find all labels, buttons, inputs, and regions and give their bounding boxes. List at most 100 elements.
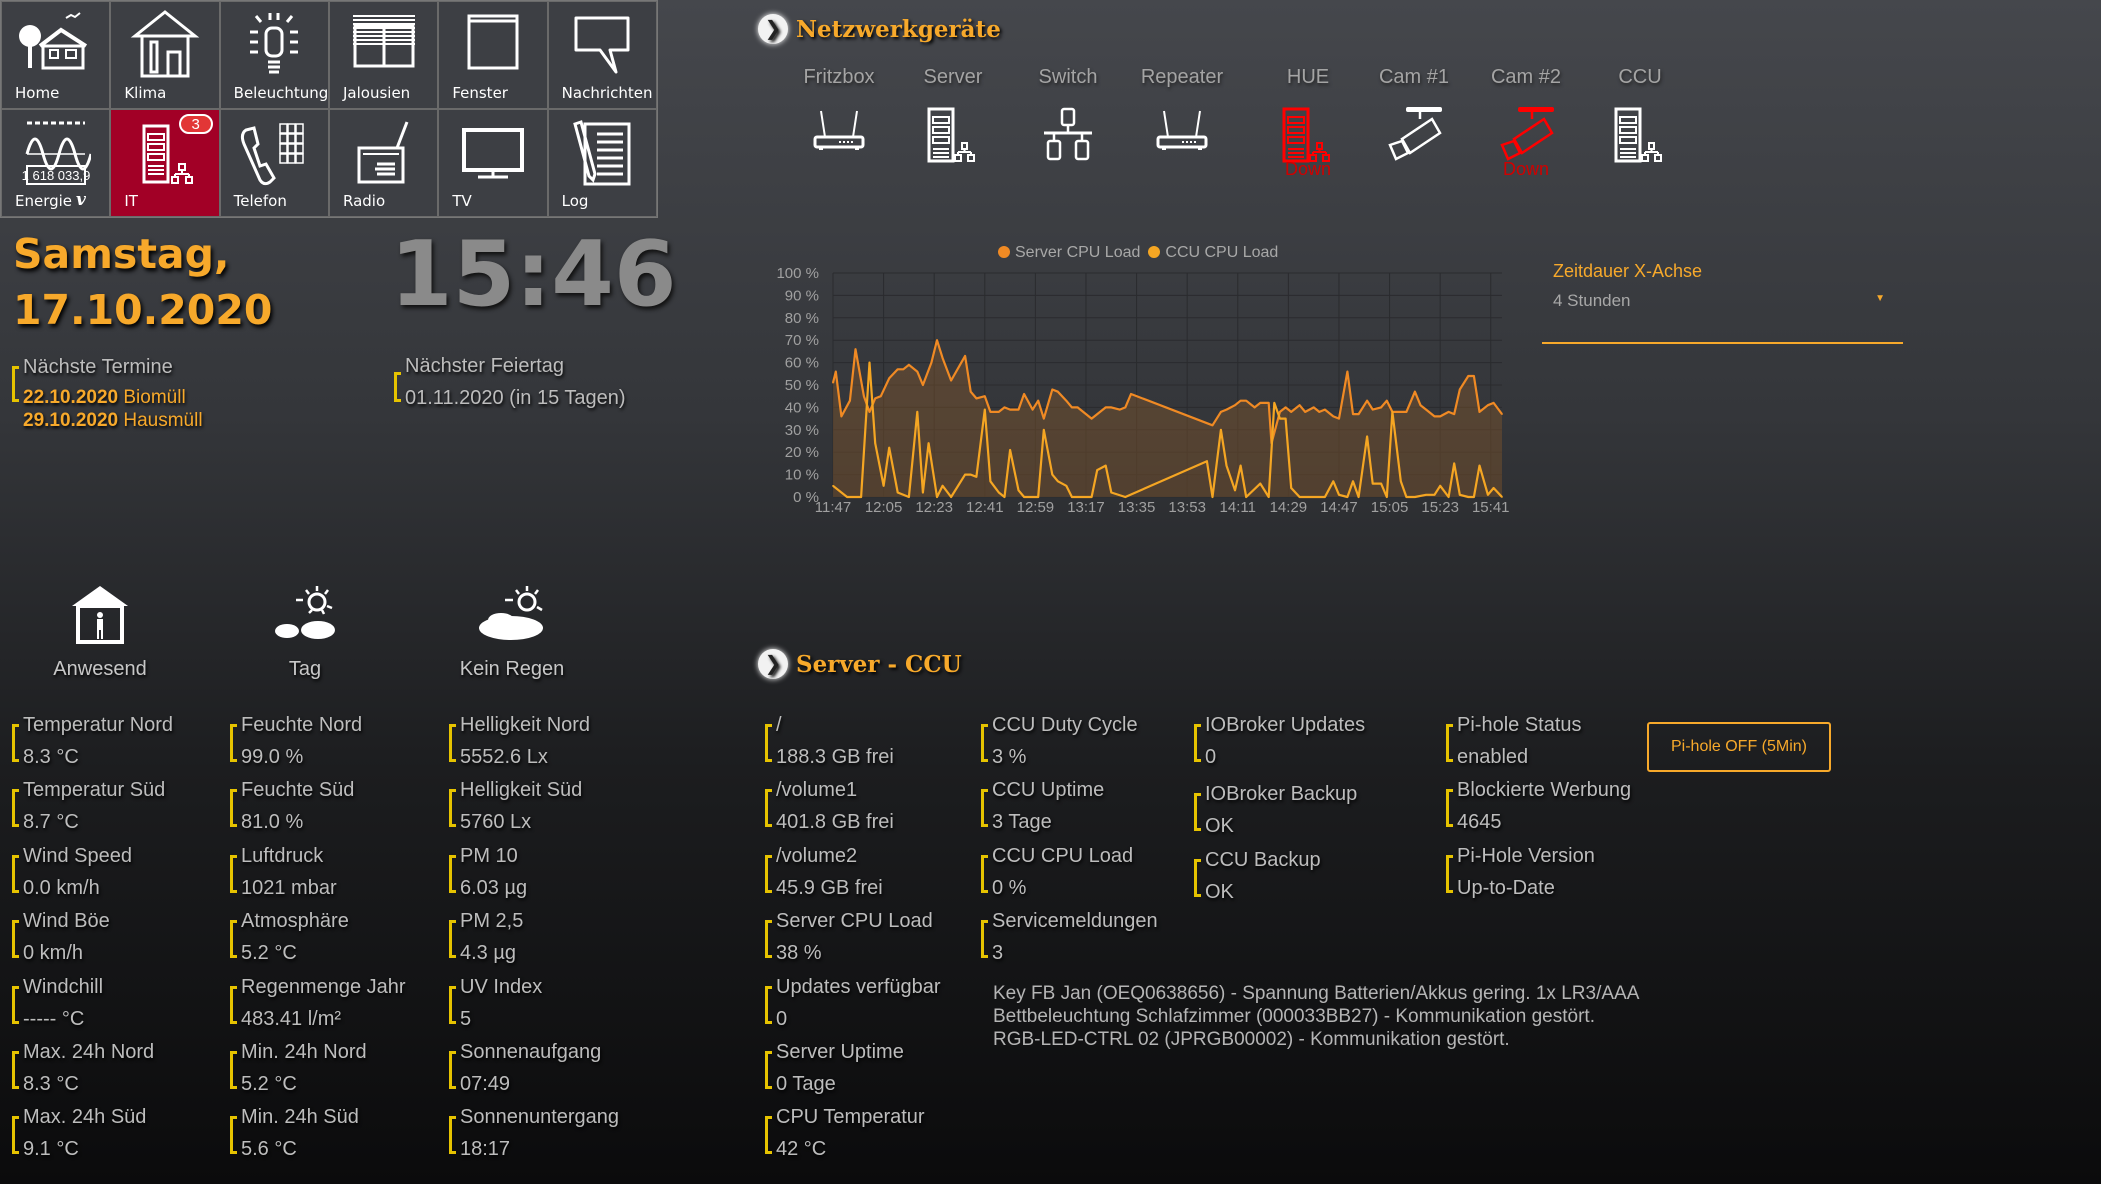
bracket: [230, 1116, 237, 1155]
x-tick-label: 15:23: [1421, 499, 1459, 516]
dropdown-arrow-icon: ▼: [1875, 293, 1885, 304]
data-point: [1459, 388, 1461, 391]
timerange-select[interactable]: 4 Stunden ▼: [1542, 287, 1903, 344]
device-switch[interactable]: Switch: [1008, 66, 1128, 163]
tile-energie[interactable]: 1 618 033,9 Energie v: [1, 109, 111, 217]
bracket: [981, 920, 988, 959]
item-label: /: [776, 714, 782, 736]
item-label: CCU Uptime: [992, 779, 1105, 802]
x-tick-label: 13:17: [1067, 499, 1105, 516]
server-item: Server Uptime 0 Tage: [776, 1041, 904, 1096]
device-server[interactable]: Server: [893, 66, 1013, 163]
data-point: [1234, 404, 1236, 406]
data-point: [1267, 496, 1270, 498]
device-status: Down: [1502, 159, 1550, 179]
data-point: [1414, 390, 1416, 393]
sensor-item: PM 2,5 4.3 µg: [460, 910, 523, 965]
data-point: [1366, 399, 1368, 402]
device-ccu[interactable]: CCU: [1580, 66, 1700, 163]
tile-telefon[interactable]: Telefon: [219, 109, 329, 217]
data-point: [1433, 493, 1436, 496]
item-label: Helligkeit Süd: [460, 779, 583, 802]
sensor-item: Feuchte Süd 81.0 %: [241, 779, 354, 834]
pihole-off-button[interactable]: Pi-hole OFF (5Min): [1647, 722, 1831, 772]
data-point: [998, 411, 1000, 413]
tile-it[interactable]: IT 3: [110, 109, 220, 217]
data-point: [1220, 411, 1222, 413]
data-point: [1104, 406, 1107, 409]
item-value: 8.3 °C: [23, 746, 79, 768]
bracket: [765, 985, 772, 1024]
server-item: /volume1 401.8 GB frei: [776, 779, 894, 834]
item-value: 5: [460, 1007, 472, 1030]
device-fritzbox[interactable]: Fritzbox: [779, 66, 899, 157]
device-cam1[interactable]: Cam #1: [1354, 66, 1474, 163]
legend-item-server[interactable]: Server CPU Load: [998, 244, 1140, 262]
server-item: CPU Temperatur 42 °C: [776, 1106, 925, 1161]
data-point: [1273, 402, 1276, 404]
item-label: CPU Temperatur: [776, 1106, 925, 1129]
data-point: [1492, 487, 1495, 489]
device-hue[interactable]: HUE Down: [1248, 66, 1368, 180]
data-point: [1239, 464, 1242, 467]
item-label: Temperatur Süd: [23, 779, 166, 802]
tile-radio[interactable]: Radio: [329, 109, 439, 217]
legend-item-ccu[interactable]: CCU CPU Load: [1148, 244, 1278, 262]
data-point: [998, 491, 1000, 494]
sensor-item: Min. 24h Nord 5.2 °C: [241, 1041, 367, 1096]
status-label: Anwesend: [53, 658, 147, 680]
chevron-right-icon: ❯: [758, 649, 788, 679]
device-cam2[interactable]: Cam #2 Down: [1466, 66, 1586, 180]
data-point: [1405, 496, 1408, 498]
device-repeater[interactable]: Repeater: [1122, 66, 1242, 157]
data-point: [1304, 411, 1307, 413]
bracket: [449, 1051, 456, 1089]
data-point: [1298, 496, 1301, 498]
tile-home[interactable]: Home: [1, 1, 111, 109]
data-point: [1324, 496, 1326, 498]
data-point: [1110, 491, 1113, 494]
item-value: 18:17: [460, 1138, 511, 1161]
data-point: [854, 348, 857, 350]
tile-fenster[interactable]: Fenster: [438, 1, 548, 109]
device-label: Switch: [1038, 66, 1098, 88]
item-label: Max. 24h Nord: [23, 1041, 155, 1063]
data-point: [908, 496, 910, 498]
nav-tiles: Home Klima Beleuchtung Jalousien Fenster Nach…: [0, 0, 658, 218]
item-value: OK: [1205, 880, 1234, 903]
data-point: [1346, 370, 1349, 373]
sensor-item: Atmosphäre 5.2 °C: [241, 910, 349, 965]
date-display: Samstag, 17.10.2020: [13, 226, 272, 338]
data-point: [832, 381, 834, 384]
device-status: Down: [1284, 159, 1332, 179]
data-point: [964, 473, 966, 476]
y-tick-label: 10 %: [785, 467, 819, 484]
y-tick-label: 70 %: [785, 332, 819, 349]
series-line-ccu-cpu: [832, 361, 1503, 499]
sensor-item: Wind Speed 0.0 km/h: [23, 845, 132, 900]
data-point: [916, 370, 919, 373]
data-point: [1352, 413, 1354, 415]
tile-nachrichten[interactable]: Nachrichten: [547, 1, 657, 109]
y-tick-label: 20 %: [785, 444, 819, 461]
item-value: 8.7 °C: [23, 811, 79, 834]
data-point: [1017, 408, 1020, 411]
item-value: OK: [1205, 815, 1234, 838]
server-icon: [893, 107, 1013, 163]
sensor-item: Min. 24h Süd 5.6 °C: [241, 1106, 359, 1161]
tile-beleuchtung[interactable]: Beleuchtung: [219, 1, 329, 109]
tile-klima[interactable]: Klima: [110, 1, 220, 109]
x-tick-label: 11:47: [815, 499, 851, 516]
data-point: [1009, 408, 1011, 411]
bracket: [1446, 854, 1453, 893]
item-label: Updates verfügbar: [776, 975, 941, 998]
item-label: Feuchte Nord: [241, 714, 363, 736]
legend-label: Server CPU Load: [1015, 244, 1141, 261]
tile-jalousien[interactable]: Jalousien: [329, 1, 439, 109]
tile-log[interactable]: Log: [547, 109, 657, 217]
item-label: /volume1: [776, 779, 858, 802]
cpu-load-chart: 0 % 10 % 20 % 30 % 40 % 50 % 60 % 70 % 80 % 90 % 1…: [776, 265, 1509, 516]
chevron-right-icon: ❯: [758, 14, 788, 44]
item-label: Sonnenaufgang: [460, 1041, 602, 1063]
tile-tv[interactable]: TV: [438, 109, 548, 217]
